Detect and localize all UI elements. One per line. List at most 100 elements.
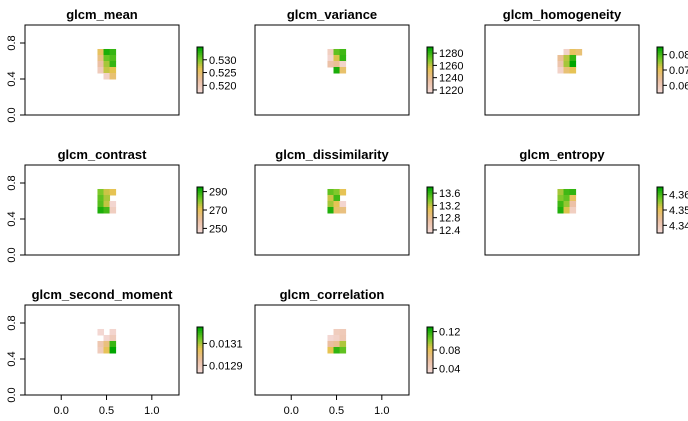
legend-swatch (427, 190, 433, 194)
legend-swatch (427, 330, 433, 334)
legend-swatch (427, 357, 433, 361)
heatmap-cell (333, 328, 341, 336)
heatmap-cell (333, 346, 341, 354)
heatmap-cell (563, 48, 571, 56)
legend-swatch (427, 54, 433, 58)
legend-swatch (657, 229, 663, 232)
x-tick-label: 0.5 (99, 405, 114, 417)
legend-swatch (427, 229, 433, 232)
legend-swatch (197, 56, 203, 60)
legend-swatch (427, 58, 433, 62)
heatmap-cell (569, 188, 577, 196)
legend-swatch (657, 79, 663, 83)
legend-swatch (657, 187, 663, 190)
legend-swatch (427, 210, 433, 213)
legend-swatch (427, 194, 433, 198)
legend-swatch (197, 231, 203, 234)
legend-swatch (197, 54, 203, 58)
legend-swatch (657, 85, 663, 88)
legend-tick-label: 0.06 (669, 80, 688, 92)
heatmap-cell (97, 54, 105, 62)
legend-swatch (197, 187, 203, 190)
legend-swatch (427, 365, 433, 368)
legend-swatch (427, 200, 433, 203)
legend-swatch (427, 75, 433, 79)
legend-swatch (197, 91, 203, 94)
heatmap-cell (97, 340, 105, 348)
heatmap-cell (103, 54, 111, 62)
legend-tick-label: 0.0131 (209, 338, 243, 350)
legend-swatch (657, 77, 663, 81)
legend-swatch (427, 204, 433, 207)
heatmap-cell (339, 66, 347, 74)
heatmap-cell (569, 48, 577, 56)
legend-swatch (657, 89, 663, 92)
panel-title: glcm_dissimilarity (275, 147, 389, 162)
legend-swatch (427, 359, 433, 363)
legend-swatch (427, 52, 433, 56)
legend-swatch (657, 190, 663, 194)
panel-6: glcm_second_moment 0.0 0.4 0.8 0.0 0.5 1.0 0.01… (6, 287, 243, 417)
legend-swatch (657, 202, 663, 205)
heatmap-cell (333, 334, 341, 342)
heatmap-cell (103, 194, 111, 202)
legend-swatch (197, 64, 203, 67)
heatmap-cell (97, 200, 105, 208)
y-tick-label: 0.4 (6, 351, 18, 366)
heatmap-cell (563, 66, 571, 74)
legend-swatch (427, 66, 433, 69)
legend-swatch (427, 211, 433, 215)
legend-swatch (427, 47, 433, 50)
heatmap-cell (103, 206, 111, 214)
legend-swatch (427, 338, 433, 342)
heatmap-cell (97, 66, 105, 74)
legend-swatch (427, 353, 433, 357)
legend-swatch (657, 73, 663, 77)
legend-swatch (657, 47, 663, 50)
heatmap-cell (563, 194, 571, 202)
heatmap-cell (557, 200, 565, 208)
legend-swatch (197, 60, 203, 63)
legend-swatch (427, 50, 433, 54)
legend-swatch (427, 206, 433, 209)
heatmap-cell (103, 346, 111, 354)
legend-swatch (197, 361, 203, 365)
legend-swatch (427, 332, 433, 336)
legend-swatch (657, 70, 663, 73)
legend-swatch (657, 225, 663, 228)
legend-swatch (427, 221, 433, 225)
legend-swatch (427, 202, 433, 205)
legend-bar-border (196, 326, 204, 374)
heatmap-cell (97, 60, 105, 68)
legend-swatch (197, 355, 203, 359)
legend-swatch (427, 344, 433, 347)
legend-swatch (197, 369, 203, 372)
legend-swatch (657, 196, 663, 200)
legend-swatch (427, 91, 433, 94)
legend-swatch (657, 206, 663, 209)
panel-title: glcm_homogeneity (503, 7, 622, 22)
legend-swatch (657, 198, 663, 202)
legend-swatch (657, 213, 663, 217)
legend-tick-label: 4.35 (669, 205, 688, 217)
legend-swatch (427, 328, 433, 332)
legend-swatch (427, 192, 433, 196)
heatmap-cell (109, 206, 117, 214)
legend-swatch (657, 204, 663, 207)
legend-swatch (197, 200, 203, 203)
panel-title: glcm_contrast (58, 147, 148, 162)
legend-swatch (657, 211, 663, 215)
legend-swatch (657, 215, 663, 219)
legend-swatch (197, 359, 203, 363)
heatmap-cell (339, 200, 347, 208)
heatmap-cell (569, 66, 577, 74)
legend-swatch (427, 231, 433, 234)
legend-swatch (427, 334, 433, 338)
legend-swatch (197, 48, 203, 52)
legend-swatch (657, 192, 663, 196)
heatmap-cell (97, 346, 105, 354)
legend-tick-label: 12.8 (439, 213, 460, 225)
legend-swatch (427, 196, 433, 200)
legend-swatch (427, 350, 433, 353)
